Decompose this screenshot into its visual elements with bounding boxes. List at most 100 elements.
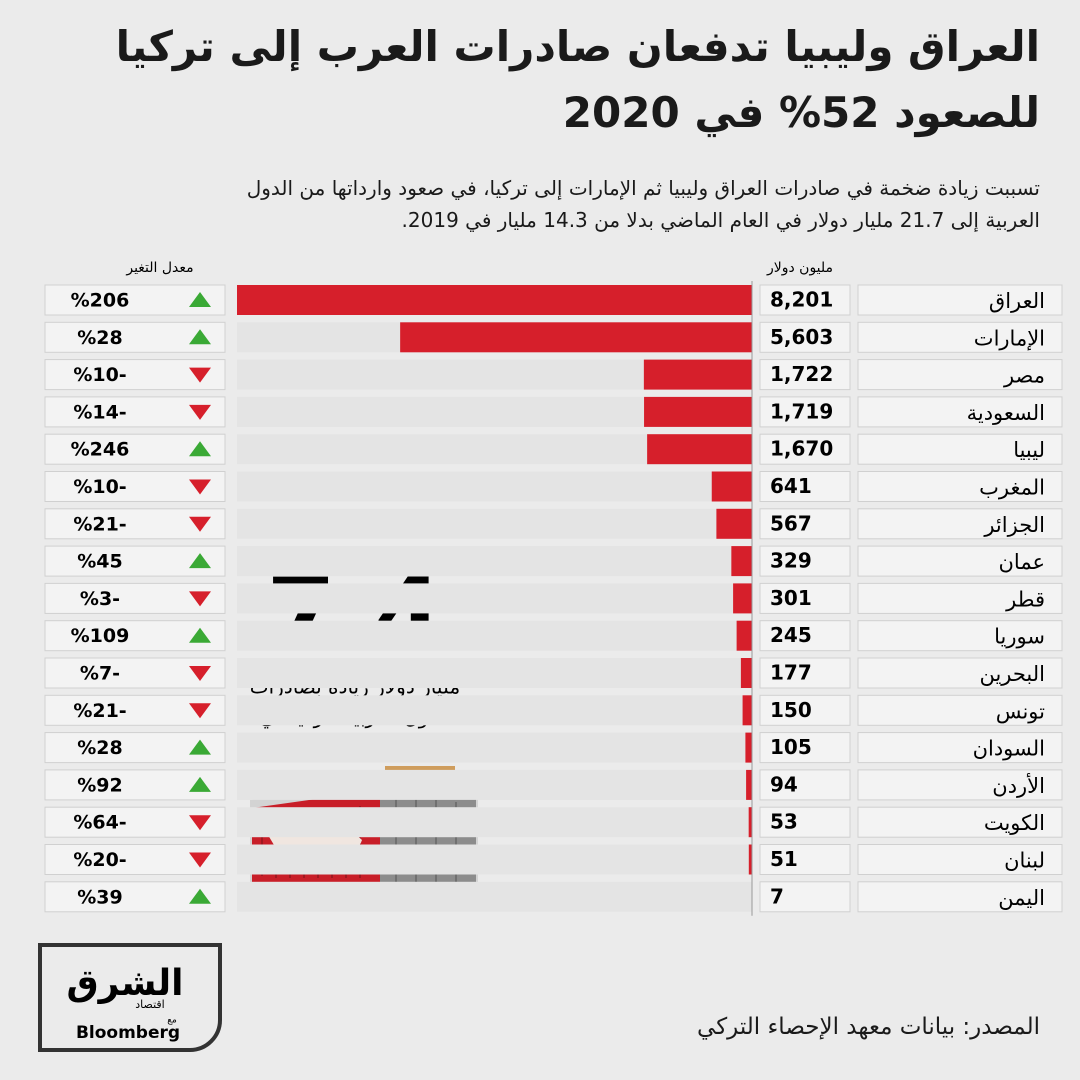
row-bg — [237, 620, 752, 651]
row-bg — [237, 658, 752, 688]
value-box — [759, 694, 851, 726]
category-label: الإمارات — [974, 326, 1045, 350]
category-label: مصر — [1003, 364, 1045, 388]
row-bg — [237, 769, 752, 800]
change-arrow — [189, 479, 211, 495]
change-label: %10- — [73, 476, 126, 498]
category-label: قطر — [1005, 587, 1045, 611]
category-label: العراق — [989, 289, 1045, 313]
change-label: %109 — [71, 625, 130, 647]
bar — [746, 769, 752, 800]
row-bg — [237, 881, 752, 912]
change-label: %21- — [73, 513, 126, 535]
category-label: اليمن — [998, 886, 1045, 910]
change-label: %246 — [71, 439, 130, 461]
value-label: 1,670 — [770, 437, 833, 461]
label-box — [857, 844, 1063, 875]
label-box — [857, 545, 1063, 577]
category-label: المغرب — [979, 476, 1045, 500]
change-label: %7- — [80, 663, 120, 685]
value-label: 245 — [770, 623, 812, 647]
value-box — [759, 433, 851, 465]
row-bg — [237, 695, 752, 726]
change-arrow — [189, 888, 211, 904]
bar — [711, 471, 752, 502]
value-label: 177 — [770, 661, 812, 685]
subtitle-line: العربية إلى 21.7 مليار دولار في العام ال… — [401, 208, 1040, 232]
bar — [733, 583, 752, 614]
label-box — [857, 359, 1063, 391]
value-box — [759, 881, 851, 913]
value-label: 8,201 — [770, 288, 833, 312]
change-label: %3- — [80, 588, 120, 610]
value-label: 301 — [770, 586, 812, 610]
change-label: %64- — [73, 812, 126, 834]
change-label: %39 — [77, 886, 122, 908]
bar — [740, 658, 752, 688]
value-box — [759, 657, 851, 689]
label-box — [857, 433, 1063, 465]
row-bg — [237, 844, 752, 875]
change-arrow — [189, 666, 211, 681]
change-label: %10- — [73, 364, 126, 386]
value-label: 53 — [770, 810, 798, 834]
row-bg — [237, 471, 752, 502]
value-label: 7 — [770, 884, 784, 908]
row-bg — [237, 583, 752, 614]
category-label: تونس — [996, 699, 1045, 723]
value-box — [759, 508, 851, 540]
column-header: معدل التغير — [125, 260, 193, 276]
value-box — [759, 582, 851, 614]
change-arrow — [189, 516, 211, 532]
logo-partner: Bloomberg — [76, 1023, 180, 1043]
logo-name: الشرق — [66, 963, 183, 1004]
category-label: لبنان — [1004, 849, 1045, 873]
bar — [736, 620, 752, 651]
change-arrow — [189, 553, 211, 569]
bar — [400, 322, 752, 353]
change-label: %21- — [73, 700, 126, 722]
bar — [748, 807, 752, 838]
category-label: الأردن — [992, 773, 1045, 798]
label-box — [857, 508, 1063, 540]
value-label: 329 — [770, 549, 812, 573]
category-label: الكويت — [984, 811, 1045, 835]
value-label: 105 — [770, 735, 812, 759]
change-arrow — [189, 703, 211, 719]
value-box — [759, 359, 851, 391]
value-box — [759, 844, 851, 875]
subtitle-line: تسببت زيادة ضخمة في صادرات العراق وليبيا… — [246, 176, 1040, 200]
label-box — [857, 620, 1063, 652]
row-bg — [237, 546, 752, 577]
bar — [647, 434, 752, 465]
change-box — [44, 508, 226, 540]
change-arrow — [189, 367, 211, 383]
change-arrow — [189, 776, 211, 792]
change-box — [44, 657, 226, 689]
value-box — [759, 545, 851, 577]
value-label: 94 — [770, 772, 798, 796]
category-label: السودان — [973, 737, 1045, 761]
bar — [745, 732, 752, 763]
value-box — [759, 806, 851, 838]
change-box — [44, 582, 226, 614]
label-box — [857, 694, 1063, 726]
bar — [644, 396, 752, 427]
change-label: %20- — [73, 849, 126, 871]
label-box — [857, 321, 1063, 353]
change-arrow — [189, 441, 211, 457]
source: المصدر: بيانات معهد الإحصاء التركي — [697, 1014, 1040, 1040]
change-label: %92 — [77, 774, 122, 796]
change-arrow — [189, 591, 211, 607]
label-box — [857, 769, 1063, 801]
bar — [748, 844, 752, 875]
column-header: مليون دولار — [766, 260, 833, 276]
change-label: %45 — [77, 551, 122, 573]
value-label: 1,719 — [770, 399, 833, 423]
bar — [643, 359, 752, 390]
label-box — [857, 582, 1063, 614]
value-label: 51 — [770, 847, 798, 871]
value-label: 567 — [770, 511, 812, 535]
